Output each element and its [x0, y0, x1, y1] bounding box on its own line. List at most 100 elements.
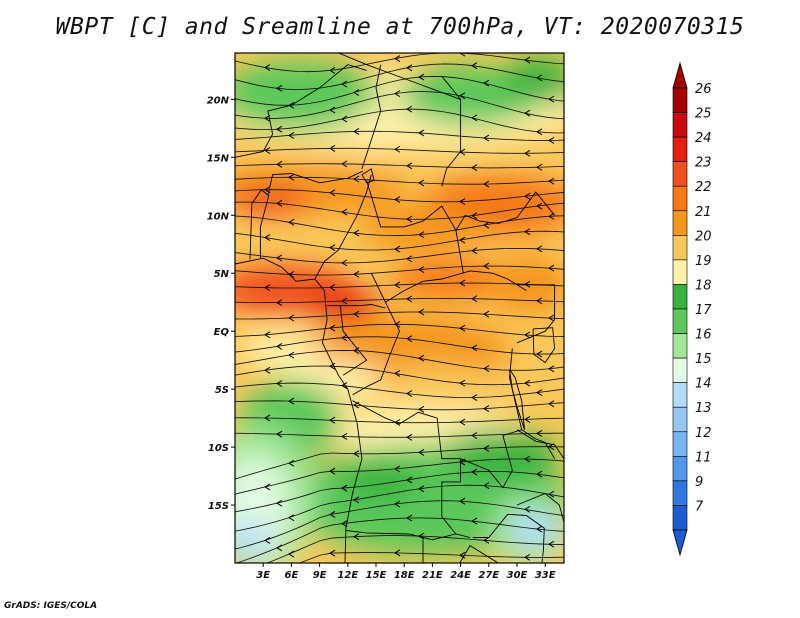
- streamline-arrow: [341, 484, 348, 492]
- streamline-arrow: [471, 517, 478, 525]
- streamline-arrow: [276, 125, 283, 133]
- border-mozambique: [516, 492, 564, 523]
- border-congo-drc: [352, 302, 400, 396]
- streamline-arrow: [536, 470, 543, 478]
- streamline-arrow: [524, 331, 531, 339]
- colorbar-label: 14: [695, 377, 712, 392]
- streamline-arrow: [418, 129, 425, 137]
- lon-tick-label: 3E: [256, 570, 270, 581]
- streamline-arrow: [548, 400, 555, 408]
- streamline-arrow: [276, 299, 283, 307]
- streamline-arrow: [483, 310, 490, 318]
- streamline-arrow: [406, 162, 413, 170]
- streamline: [235, 382, 564, 398]
- colorbar-label: 15: [695, 352, 712, 367]
- streamline-arrow: [418, 308, 425, 316]
- colorbar-label: 11: [695, 450, 712, 465]
- streamline-arrow: [329, 416, 336, 424]
- streamline-arrow: [276, 342, 283, 350]
- streamline-arrow: [264, 284, 271, 292]
- border-nigeria-niger: [267, 170, 363, 196]
- streamline-arrow: [353, 496, 360, 504]
- streamline-arrow: [329, 144, 336, 152]
- streamline: [235, 336, 564, 355]
- streamline-arrow: [524, 505, 531, 513]
- border-cameroon-gabon: [327, 304, 386, 309]
- streamline-arrow: [276, 544, 283, 552]
- border-zimbabwe: [472, 513, 545, 563]
- colorbar-swatch: [672, 456, 688, 482]
- streamline-arrow: [406, 295, 413, 303]
- colorbar-swatch: [672, 382, 688, 408]
- streamline-arrow: [353, 310, 360, 318]
- streamline-arrow: [471, 247, 478, 255]
- streamline-arrow: [394, 55, 401, 63]
- streamline: [235, 215, 564, 237]
- lon-tick-label: 12E: [337, 570, 358, 581]
- streamline-arrow: [471, 164, 478, 172]
- streamline-arrow: [276, 84, 283, 92]
- streamline: [235, 230, 564, 251]
- streamline-arrow: [341, 80, 348, 88]
- streamline-arrow: [341, 160, 348, 168]
- streamline-arrow: [471, 212, 478, 220]
- streamline-arrow: [406, 105, 413, 113]
- border-angola-namibia: [345, 530, 471, 541]
- streamline-arrow: [483, 482, 490, 490]
- border-tanzania-south: [516, 429, 564, 459]
- colorbar-label: 24: [695, 131, 712, 146]
- lon-tick-label: 27E: [478, 570, 499, 581]
- streamline-arrow: [471, 62, 478, 70]
- streamline: [235, 484, 564, 532]
- colorbar-label: 12: [695, 426, 712, 441]
- colorbar-label: 13: [695, 401, 712, 416]
- streamline-arrow: [329, 106, 336, 114]
- streamline-arrow: [276, 254, 283, 262]
- streamline-arrow: [459, 236, 466, 244]
- colorbar-label: 26: [695, 82, 712, 97]
- streamline-arrow: [536, 525, 543, 533]
- lon-tick-label: 24E: [450, 570, 471, 581]
- lat-tick-label: 20N: [207, 95, 230, 106]
- streamline-arrow: [288, 132, 295, 139]
- streamline-arrow: [536, 128, 543, 136]
- streamline-arrow: [353, 175, 360, 183]
- streamline-arrow: [483, 365, 490, 372]
- colorbar-label: 21: [695, 205, 712, 220]
- streamline-arrow: [288, 314, 295, 322]
- border-nigeria-east: [314, 174, 372, 280]
- streamline: [235, 75, 564, 106]
- streamline-arrow: [524, 149, 531, 157]
- streamline: [235, 311, 564, 320]
- border-car-south: [370, 270, 527, 303]
- streamline-arrow: [288, 351, 295, 359]
- streamline-arrow: [548, 365, 555, 373]
- streamline-arrow: [329, 244, 336, 252]
- streamline-arrow: [418, 73, 425, 81]
- streamline-arrow: [418, 266, 425, 274]
- streamline-arrow: [536, 163, 543, 171]
- colorbar-label: 7: [695, 499, 704, 514]
- colorbar-label: 16: [695, 328, 712, 343]
- streamline-arrow: [406, 215, 413, 223]
- colorbar-top-arrow: [672, 61, 688, 89]
- coastline-west-africa: [235, 257, 363, 563]
- lat-tick-label: 15N: [207, 153, 230, 164]
- colorbar-bottom-arrow: [672, 529, 688, 557]
- streamline-arrow: [548, 540, 555, 548]
- colorbar-swatch: [672, 185, 688, 212]
- streamline-arrow: [406, 64, 413, 72]
- streamline-arrow: [353, 128, 360, 135]
- streamline-arrow: [483, 221, 490, 229]
- streamline: [235, 432, 564, 438]
- streamline-arrow: [524, 228, 531, 236]
- streamline-arrow: [406, 476, 413, 484]
- lon-tick-label: 6E: [285, 570, 299, 581]
- lake-tanganyika: [509, 369, 525, 430]
- streamline-arrow: [288, 397, 295, 405]
- colorbar-swatch: [672, 308, 688, 334]
- streamline-arrow: [341, 259, 348, 267]
- streamline-arrow: [264, 414, 271, 422]
- streamline-arrow: [548, 314, 555, 322]
- colorbar-label: 22: [695, 180, 712, 195]
